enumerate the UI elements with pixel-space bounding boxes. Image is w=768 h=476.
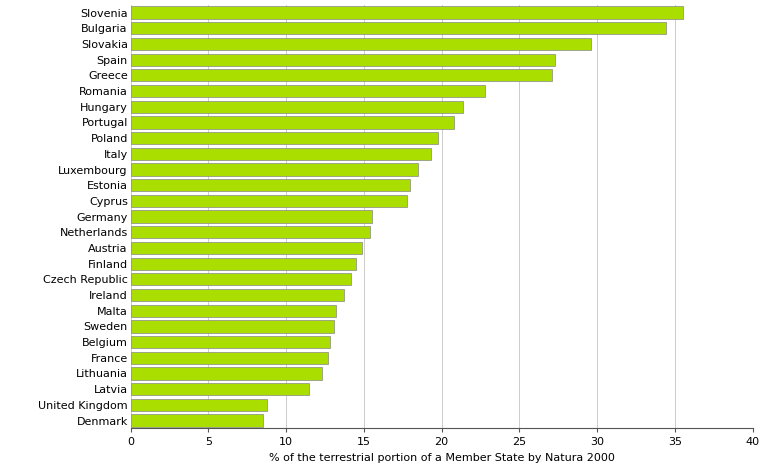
Bar	[131, 7, 683, 19]
Bar	[131, 336, 329, 348]
Bar	[131, 415, 263, 426]
Bar	[131, 54, 555, 66]
Bar	[131, 273, 352, 286]
Bar	[131, 352, 328, 364]
Bar	[131, 148, 431, 160]
X-axis label: % of the terrestrial portion of a Member State by Natura 2000: % of the terrestrial portion of a Member…	[269, 453, 614, 463]
Bar	[131, 179, 410, 191]
Bar	[131, 22, 666, 34]
Bar	[131, 258, 356, 270]
Bar	[131, 38, 591, 50]
Bar	[131, 195, 407, 207]
Bar	[131, 100, 463, 113]
Bar	[131, 85, 485, 97]
Bar	[131, 242, 362, 254]
Bar	[131, 305, 336, 317]
Bar	[131, 226, 370, 238]
Bar	[131, 383, 310, 395]
Bar	[131, 320, 334, 333]
Bar	[131, 210, 372, 223]
Bar	[131, 116, 454, 129]
Bar	[131, 163, 419, 176]
Bar	[131, 367, 322, 379]
Bar	[131, 69, 552, 81]
Bar	[131, 399, 267, 411]
Bar	[131, 132, 439, 144]
Bar	[131, 289, 343, 301]
